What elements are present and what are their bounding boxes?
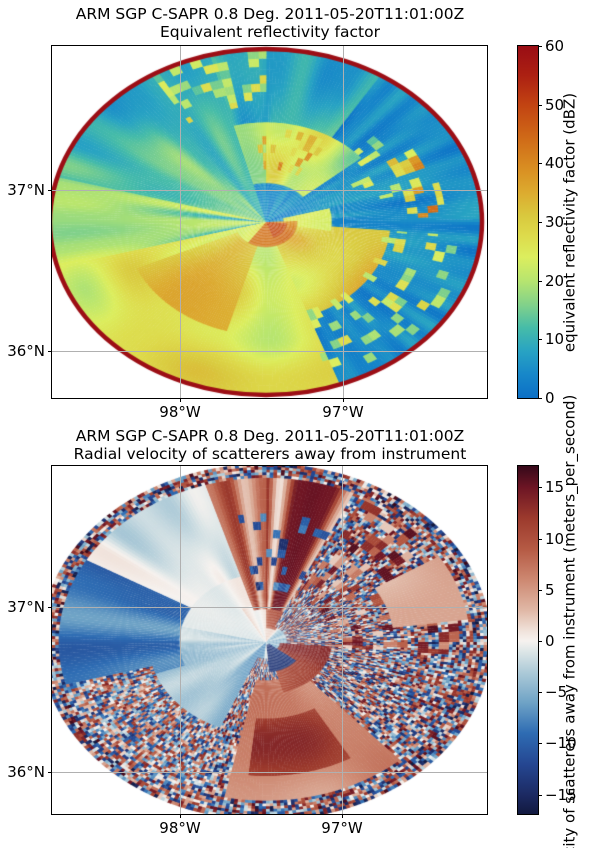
colorbar-tick-label: 0 — [545, 389, 555, 407]
colorbar-tick-label: 40 — [545, 154, 565, 173]
colorbar-tick-label: 5 — [545, 580, 555, 599]
colorbar-tick-mark — [538, 398, 542, 399]
reflectivity-ppi-image — [52, 46, 487, 398]
x-tick-mark — [342, 814, 343, 818]
x-tick-label: 97°W — [321, 819, 363, 837]
velocity-colorbar-label: velocity of scatterers away from instrum… — [560, 394, 579, 848]
colorbar-tick-mark — [538, 538, 542, 540]
longitude-gridline — [180, 466, 181, 814]
colorbar-tick-mark — [538, 104, 542, 106]
reflectivity-colorbar — [518, 46, 538, 398]
y-tick-mark — [48, 190, 52, 191]
colorbar-tick-label: 0 — [545, 632, 555, 651]
x-tick-label: 97°W — [322, 403, 364, 421]
longitude-gridline — [342, 466, 343, 814]
colorbar-tick-label: 10 — [545, 529, 565, 548]
colorbar-tick-mark — [538, 641, 542, 643]
y-tick-label: 36°N — [7, 763, 45, 781]
reflectivity-title: ARM SGP C-SAPR 0.8 Deg. 2011-05-20T11:01… — [75, 5, 465, 23]
longitude-gridline — [343, 46, 344, 398]
velocity-subtitle: Radial velocity of scatterers away from … — [73, 445, 467, 463]
longitude-gridline — [180, 46, 181, 398]
x-tick-mark — [343, 398, 344, 402]
y-tick-mark — [48, 607, 52, 608]
velocity-axes — [52, 466, 487, 814]
x-tick-mark — [180, 814, 181, 818]
colorbar-tick-mark — [538, 280, 542, 282]
velocity-ppi-image — [52, 466, 487, 814]
colorbar-tick-label: −5 — [545, 683, 568, 702]
colorbar-tick-mark — [538, 743, 542, 745]
colorbar-tick-mark — [538, 222, 542, 223]
latitude-gridline — [52, 190, 487, 191]
velocity-colorbar — [518, 466, 538, 814]
colorbar-tick-mark — [538, 692, 542, 694]
colorbar-tick-label: 50 — [545, 95, 565, 114]
colorbar-tick-mark — [538, 46, 542, 47]
y-tick-label: 36°N — [7, 342, 45, 360]
colorbar-tick-label: −10 — [545, 734, 577, 753]
velocity-title: ARM SGP C-SAPR 0.8 Deg. 2011-05-20T11:01… — [75, 427, 465, 445]
latitude-gridline — [52, 772, 487, 773]
x-tick-label: 98°W — [159, 403, 201, 421]
y-tick-mark — [48, 351, 52, 352]
colorbar-tick-label: 15 — [545, 478, 565, 497]
colorbar-tick-mark — [538, 794, 542, 796]
y-tick-mark — [48, 772, 52, 773]
reflectivity-subtitle: Equivalent reflectivity factor — [160, 23, 380, 41]
colorbar-tick-label: 60 — [545, 37, 565, 55]
colorbar-tick-mark — [538, 589, 542, 591]
colorbar-tick-label: 30 — [545, 213, 565, 231]
reflectivity-axes — [52, 46, 487, 398]
x-tick-label: 98°W — [159, 819, 201, 837]
y-tick-label: 37°N — [7, 181, 45, 199]
x-tick-mark — [180, 398, 181, 402]
colorbar-tick-label: 10 — [545, 330, 565, 349]
colorbar-tick-mark — [538, 163, 542, 165]
colorbar-tick-mark — [538, 487, 542, 489]
colorbar-tick-label: 20 — [545, 271, 565, 290]
y-tick-label: 37°N — [7, 598, 45, 616]
colorbar-tick-label: −15 — [545, 785, 577, 804]
colorbar-tick-mark — [538, 339, 542, 341]
latitude-gridline — [52, 607, 487, 608]
latitude-gridline — [52, 351, 487, 352]
